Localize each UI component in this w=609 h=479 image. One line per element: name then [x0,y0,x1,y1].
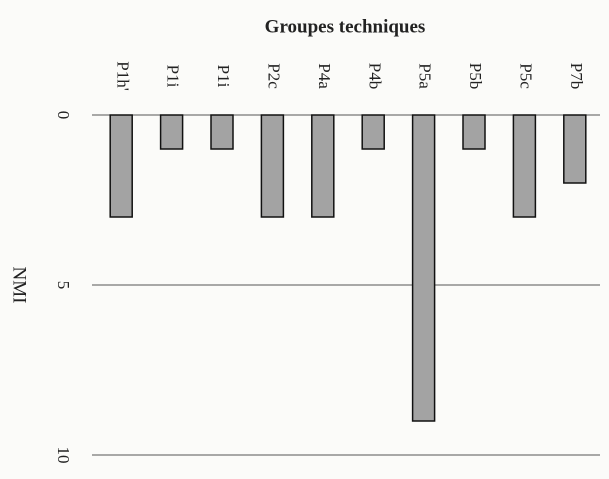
y-tick-label: 0 [54,111,73,120]
x-tick-label: P1i [164,65,183,88]
x-tick-label: P5a [416,63,435,89]
x-tick-label: P4b [365,63,384,89]
bar [311,114,335,218]
y-tick-label: 10 [54,447,73,464]
x-tick-label: P2c [264,63,283,89]
y-axis-label: NMI [9,267,30,304]
bar [210,114,234,150]
bar [159,114,184,150]
x-tick-label: P7b [567,63,586,89]
bar [462,114,486,150]
bar [563,114,587,184]
x-tick-label: P5c [516,63,535,89]
bar [411,114,436,422]
bar [512,114,537,218]
x-tick-label: P5b [466,63,485,89]
bar [361,114,385,150]
y-tick-label: 5 [54,281,73,290]
x-tick-label: P1h' [113,61,132,91]
bar [260,114,285,218]
x-tick-label: P4a [315,63,334,89]
x-tick-label: P1i [214,65,233,88]
chart-title: Groupes techniques [265,16,426,37]
bar [109,114,133,218]
